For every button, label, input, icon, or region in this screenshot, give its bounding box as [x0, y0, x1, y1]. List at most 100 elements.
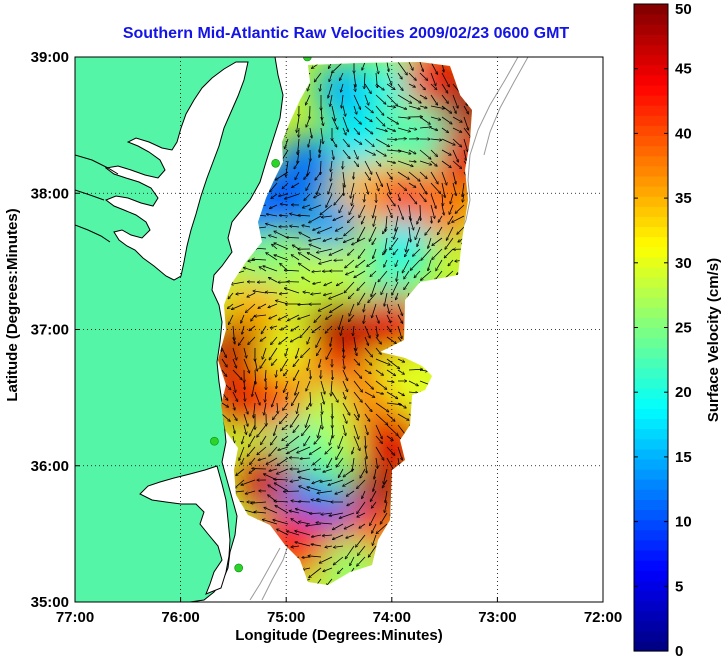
velocity-arrow [408, 171, 420, 181]
velocity-arrow [261, 435, 267, 445]
velocity-arrow [291, 546, 300, 547]
velocity-arrow [386, 94, 398, 106]
velocity-arrow [373, 479, 377, 491]
velocity-arrow [383, 248, 388, 255]
velocity-arrow [249, 424, 256, 436]
velocity-arrow [364, 413, 370, 421]
velocity-arrow [288, 314, 300, 321]
velocity-arrow [252, 259, 267, 260]
colorbar-step [634, 276, 668, 288]
velocity-arrow [268, 485, 278, 492]
velocity-arrow [301, 347, 311, 358]
velocity-arrow [375, 314, 379, 323]
velocity-arrow [297, 468, 311, 472]
velocity-arrow [328, 479, 344, 485]
velocity-arrow [383, 468, 388, 484]
velocity-arrow [232, 413, 237, 421]
velocity-arrow [316, 523, 333, 524]
velocity-arrow [290, 480, 300, 482]
velocity-arrow [320, 391, 324, 404]
velocity-arrow [359, 523, 366, 528]
velocity-arrow [463, 149, 466, 161]
colorbar-step [634, 266, 668, 278]
velocity-arrow [368, 545, 377, 557]
velocity-arrow [319, 259, 333, 264]
velocity-arrow [356, 534, 366, 547]
velocity-arrow [232, 336, 235, 344]
velocity-arrow [285, 193, 300, 199]
velocity-arrow [289, 511, 300, 514]
velocity-arrow [319, 358, 322, 368]
velocity-arrow [284, 369, 289, 376]
colorbar-tick-label: 50 [675, 1, 692, 18]
velocity-arrow [297, 402, 300, 414]
velocity-arrow [441, 149, 451, 155]
velocity-arrow [375, 446, 384, 460]
x-axis-label: Longitude (Degrees:Minutes) [235, 627, 443, 644]
velocity-arrow [353, 380, 362, 392]
velocity-arrow [259, 267, 267, 272]
velocity-arrow [349, 204, 355, 215]
velocity-arrow [290, 214, 300, 217]
velocity-arrow [323, 567, 333, 572]
colorbar: 0 5 10 15 20 25 30 35 40 45 50 [633, 1, 692, 659]
velocity-arrow [353, 116, 361, 124]
velocity-arrow [371, 501, 377, 508]
velocity-arrow [431, 215, 432, 223]
bathymetry-line-2 [483, 57, 529, 156]
velocity-arrow [358, 545, 366, 555]
colorbar-step [634, 610, 668, 622]
velocity-arrow [419, 160, 432, 165]
velocity-arrow [247, 446, 256, 456]
velocity-arrow [363, 303, 365, 312]
velocity-arrow [415, 226, 421, 240]
colorbar-tick-label: 40 [675, 125, 692, 142]
velocity-arrow [370, 512, 377, 526]
velocity-arrow [406, 237, 410, 252]
velocity-arrow [277, 457, 289, 466]
velocity-arrow [386, 424, 398, 436]
velocity-arrow [353, 424, 359, 439]
velocity-arrow [386, 160, 395, 163]
velocity-arrow [375, 402, 389, 412]
velocity-arrow [432, 237, 443, 246]
velocity-arrow [260, 358, 267, 368]
velocity-arrow [441, 138, 455, 145]
velocity-arrow [408, 149, 416, 154]
colorbar-step [634, 539, 668, 551]
velocity-arrow [441, 116, 452, 124]
velocity-arrow [298, 314, 311, 319]
velocity-arrow [304, 171, 311, 179]
velocity-arrow [287, 446, 300, 454]
velocity-arrow [321, 513, 333, 515]
velocity-arrow [384, 501, 388, 513]
colorbar-step [634, 125, 668, 137]
velocity-arrow [307, 358, 311, 371]
velocity-arrow [397, 369, 404, 374]
velocity-arrow [309, 215, 322, 223]
velocity-arrow [326, 578, 333, 585]
velocity-arrow [241, 479, 256, 485]
velocity-arrow [264, 507, 278, 514]
velocity-arrow [353, 358, 360, 365]
velocity-arrow [397, 160, 413, 166]
velocity-arrow [408, 193, 417, 204]
velocity-arrow [380, 512, 388, 524]
velocity-arrow [339, 512, 355, 518]
velocity-arrow [325, 546, 333, 547]
velocity-arrow [233, 402, 235, 410]
velocity-arrow [386, 314, 391, 323]
velocity-arrow [309, 446, 322, 455]
velocity-arrow [241, 314, 245, 323]
velocity-arrow [332, 424, 333, 438]
velocity-arrow [249, 325, 256, 331]
velocity-arrow [430, 204, 435, 218]
velocity-arrow [354, 270, 366, 278]
velocity-arrow [364, 94, 369, 105]
velocity-arrow [342, 127, 346, 135]
velocity-arrow [310, 391, 311, 406]
velocity-arrow [320, 83, 321, 91]
velocity-arrow [320, 380, 325, 394]
colorbar-step [634, 84, 668, 96]
colorbar-step [634, 115, 668, 126]
